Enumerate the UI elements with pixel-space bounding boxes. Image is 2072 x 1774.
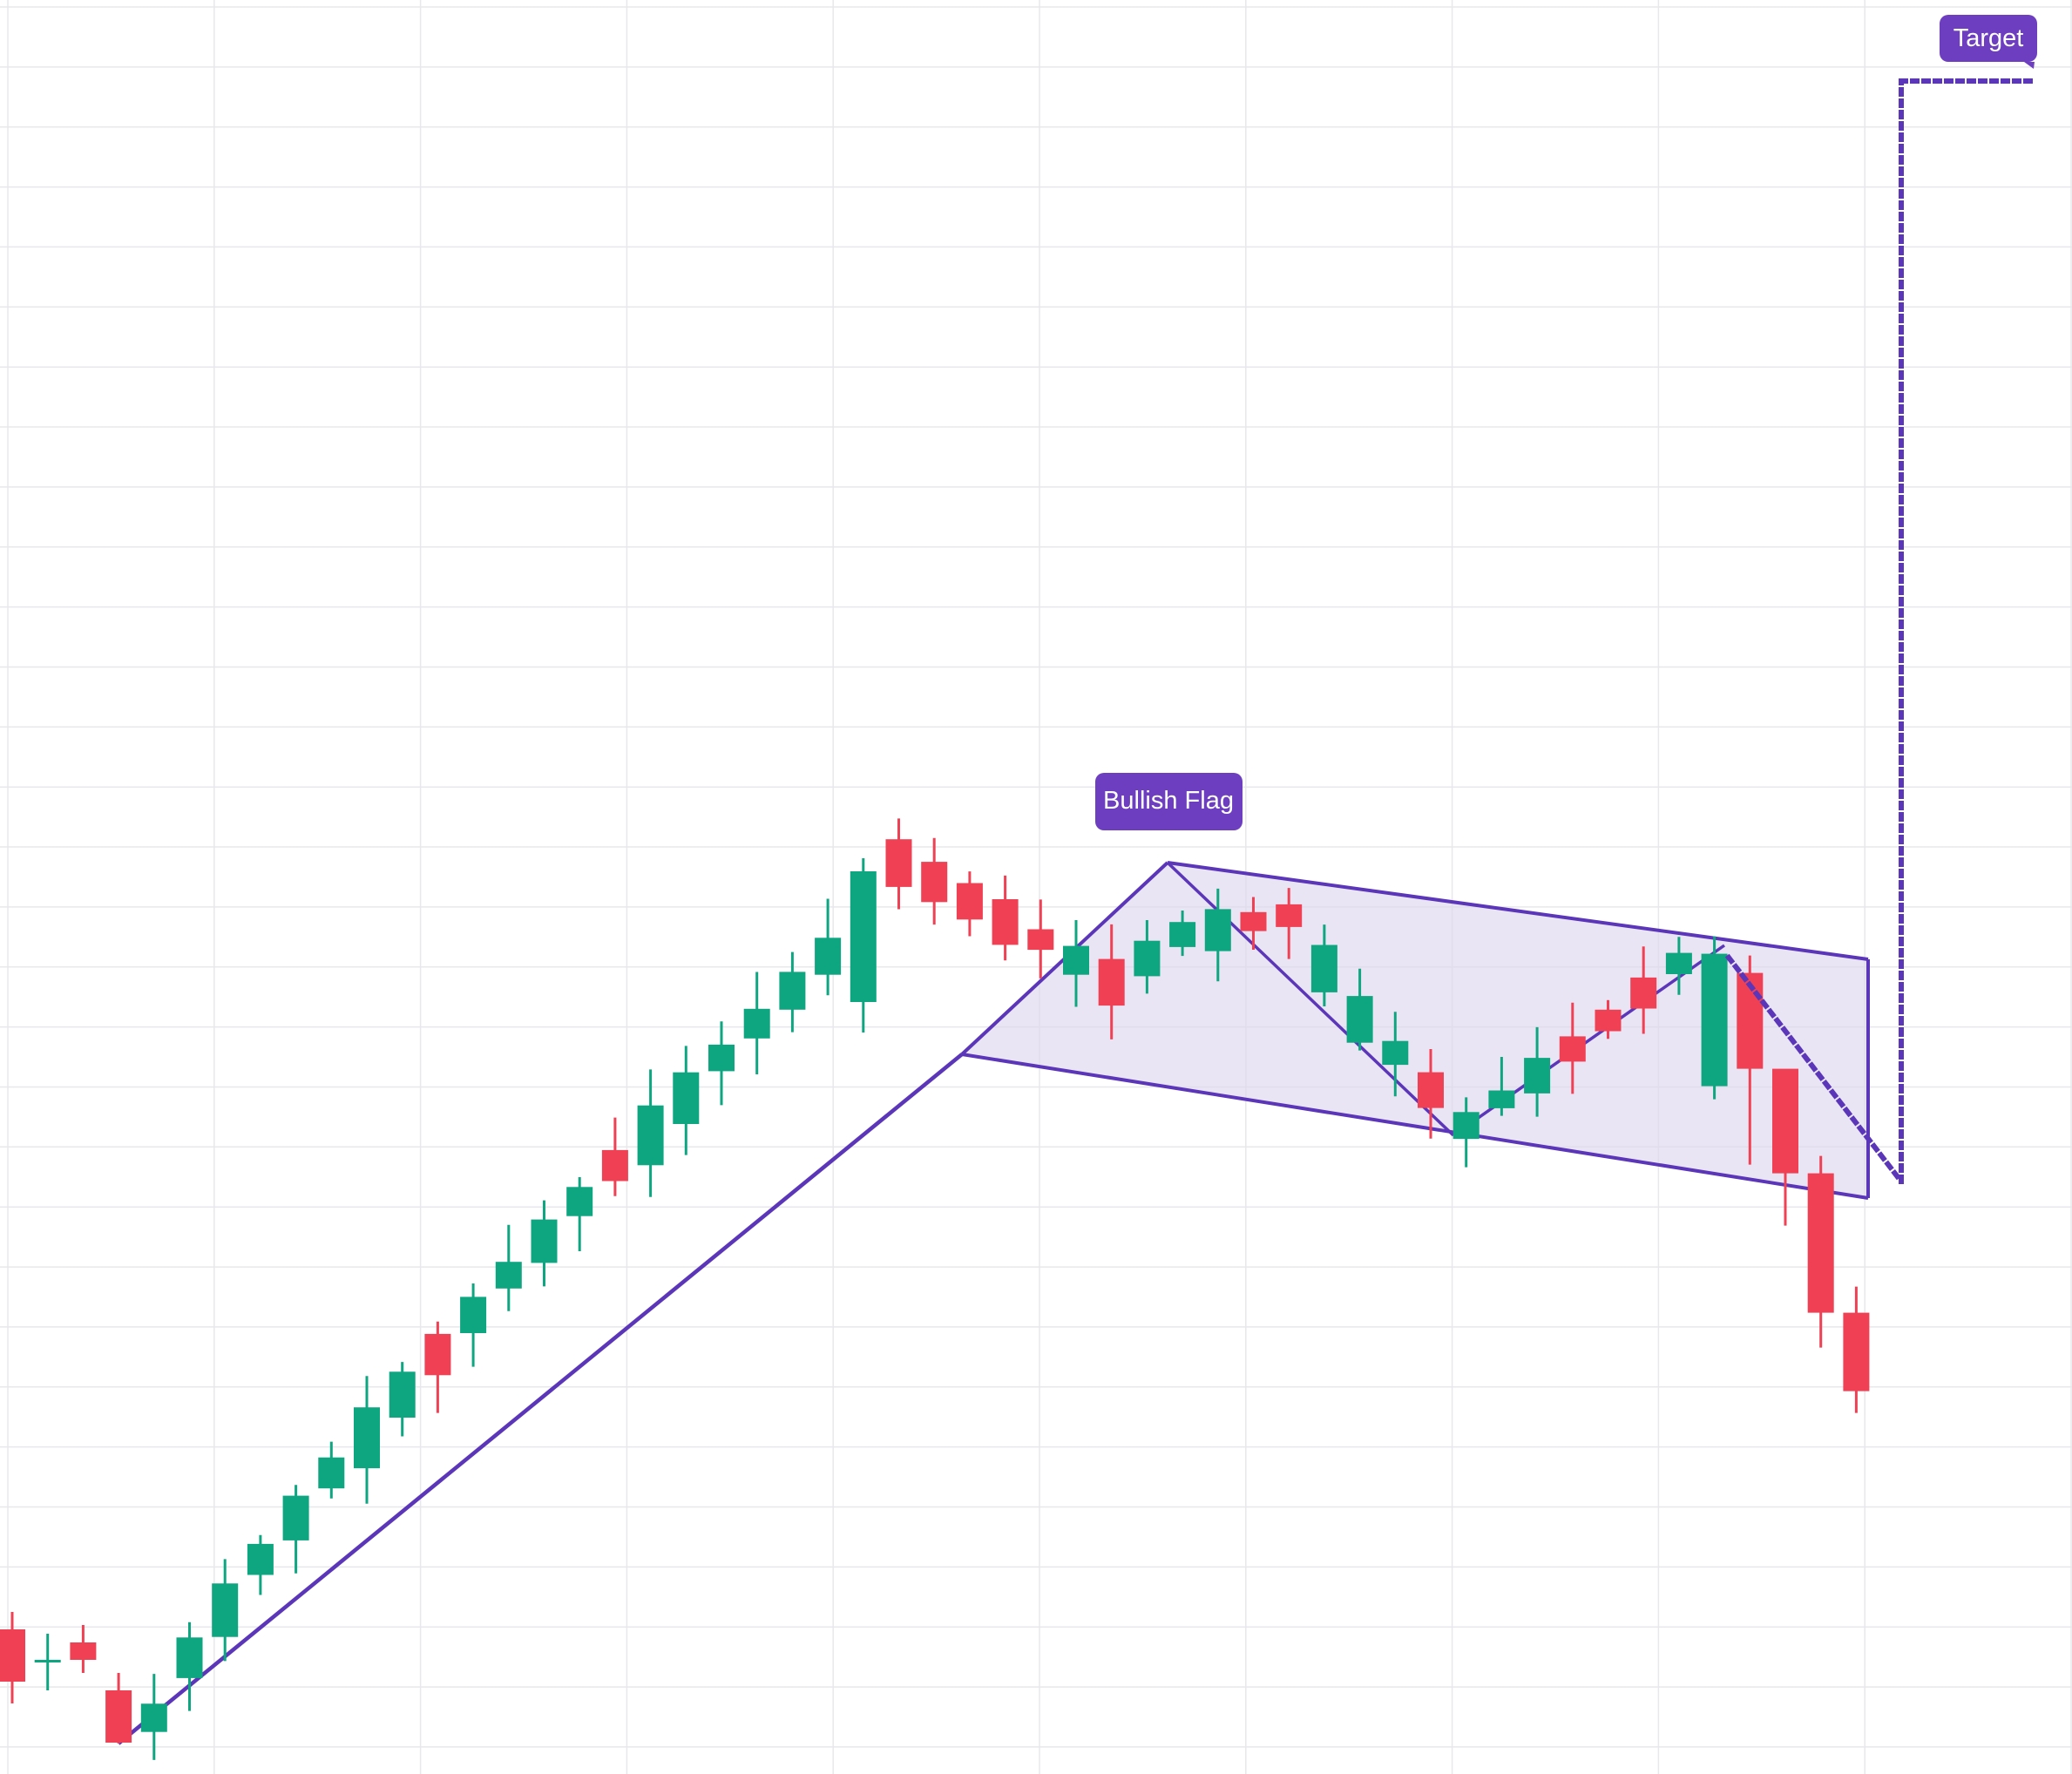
svg-text:Bullish Flag: Bullish Flag <box>1103 787 1234 815</box>
svg-text:Target: Target <box>1954 24 2024 52</box>
